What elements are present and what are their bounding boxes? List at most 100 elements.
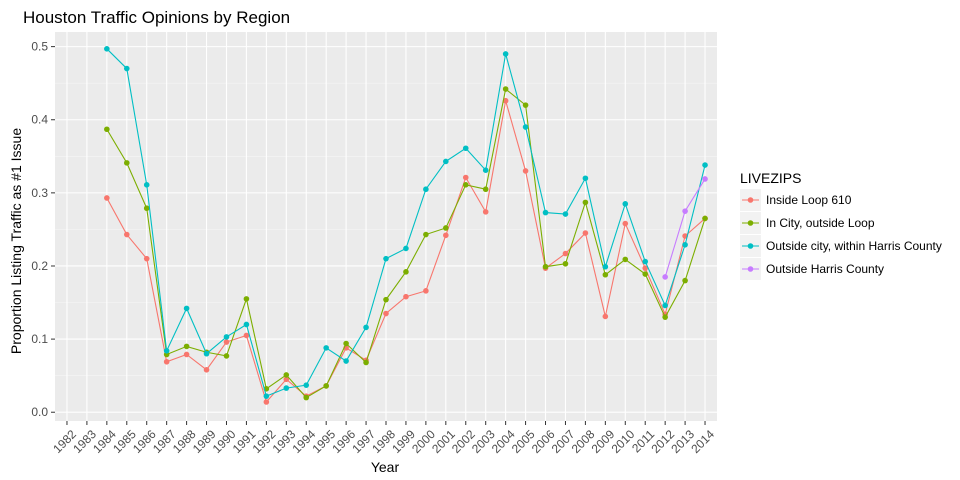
data-point [423, 288, 429, 294]
legend-label: Inside Loop 610 [766, 193, 852, 207]
data-point [143, 205, 150, 212]
data-point [482, 186, 489, 193]
legend: LIVEZIPS Inside Loop 610 In City, outside… [740, 170, 942, 280]
x-axis: 1982198319841985198619871988198919901991… [50, 421, 717, 456]
data-point [522, 124, 529, 130]
data-point [363, 359, 369, 366]
y-axis-title: Proportion Listing Traffic as #1 Issue [8, 128, 24, 354]
data-point [622, 256, 629, 263]
data-point [383, 296, 389, 303]
legend-key-point [747, 243, 754, 249]
legend-label: Outside Harris County [766, 262, 884, 276]
data-point [562, 211, 569, 217]
data-point [403, 269, 409, 275]
x-tick-label: 2014 [688, 427, 717, 456]
chart-title: Houston Traffic Opinions by Region [23, 8, 290, 27]
y-tick-label: 0.2 [31, 259, 48, 273]
data-point [542, 209, 549, 216]
data-point [662, 274, 668, 280]
data-point [642, 271, 649, 277]
data-point [343, 340, 349, 347]
data-point [183, 305, 190, 312]
legend-label: In City, outside Loop [766, 216, 875, 230]
y-tick-label: 0.1 [31, 332, 48, 346]
data-point [283, 372, 290, 378]
data-point [602, 263, 609, 270]
data-point [462, 182, 469, 188]
data-point [642, 265, 649, 271]
data-point [143, 182, 150, 188]
data-point [123, 231, 130, 238]
y-tick-label: 0.5 [31, 40, 48, 54]
data-point [323, 345, 329, 351]
legend-key-point [747, 197, 754, 203]
data-point [462, 174, 469, 181]
data-point [383, 310, 389, 317]
data-point [283, 385, 290, 391]
y-axis: 0.0 0.1 0.2 0.3 0.4 0.5 [31, 40, 55, 419]
data-point [383, 255, 389, 262]
data-point [443, 225, 449, 231]
data-point [303, 382, 310, 388]
data-point [582, 199, 589, 206]
data-point [502, 86, 509, 92]
data-point [562, 250, 569, 257]
data-point [223, 339, 230, 345]
series-3 [104, 46, 708, 399]
data-point [283, 376, 290, 383]
data-point [104, 46, 110, 52]
y-tick-label: 0.4 [31, 113, 48, 127]
data-point [542, 263, 549, 270]
legend-title: LIVEZIPS [740, 170, 801, 186]
data-point [123, 65, 130, 72]
data-point [363, 324, 369, 331]
series-layer [104, 46, 708, 405]
data-point [582, 175, 589, 182]
data-point [303, 394, 310, 401]
legend-key-point [747, 266, 754, 272]
data-point [622, 220, 629, 227]
data-point [243, 296, 250, 302]
data-point [502, 51, 509, 57]
data-point [702, 176, 708, 182]
data-point [562, 260, 569, 267]
data-point [203, 367, 210, 373]
series-1 [104, 97, 708, 405]
data-point [702, 215, 708, 222]
legend-item: Outside city, within Harris County [740, 235, 942, 257]
data-point [443, 232, 449, 239]
data-point [602, 271, 609, 278]
data-point [682, 277, 688, 284]
x-axis-title: Year [371, 459, 400, 475]
data-point [602, 313, 609, 320]
data-point [702, 162, 708, 168]
series-4 [662, 176, 708, 280]
data-point [582, 230, 589, 236]
data-point [143, 255, 150, 262]
data-point [183, 351, 190, 358]
data-point [423, 186, 429, 193]
legend-item: Inside Loop 610 [740, 189, 852, 211]
data-point [522, 168, 529, 174]
data-point [502, 97, 509, 104]
data-point [682, 241, 688, 248]
data-point [183, 343, 190, 350]
data-point [662, 314, 668, 320]
data-point [482, 209, 489, 215]
data-point [462, 145, 469, 152]
data-point [123, 160, 130, 166]
data-point [163, 358, 170, 365]
data-point [682, 208, 688, 214]
data-point [642, 258, 649, 265]
legend-item: In City, outside Loop [740, 212, 875, 234]
data-point [343, 358, 349, 364]
legend-key-point [747, 220, 754, 226]
data-point [443, 158, 449, 165]
data-point [662, 302, 668, 309]
data-point [104, 126, 110, 133]
data-point [263, 393, 270, 399]
legend-item: Outside Harris County [740, 258, 884, 280]
y-tick-label: 0.0 [31, 405, 48, 419]
data-point [482, 167, 489, 173]
